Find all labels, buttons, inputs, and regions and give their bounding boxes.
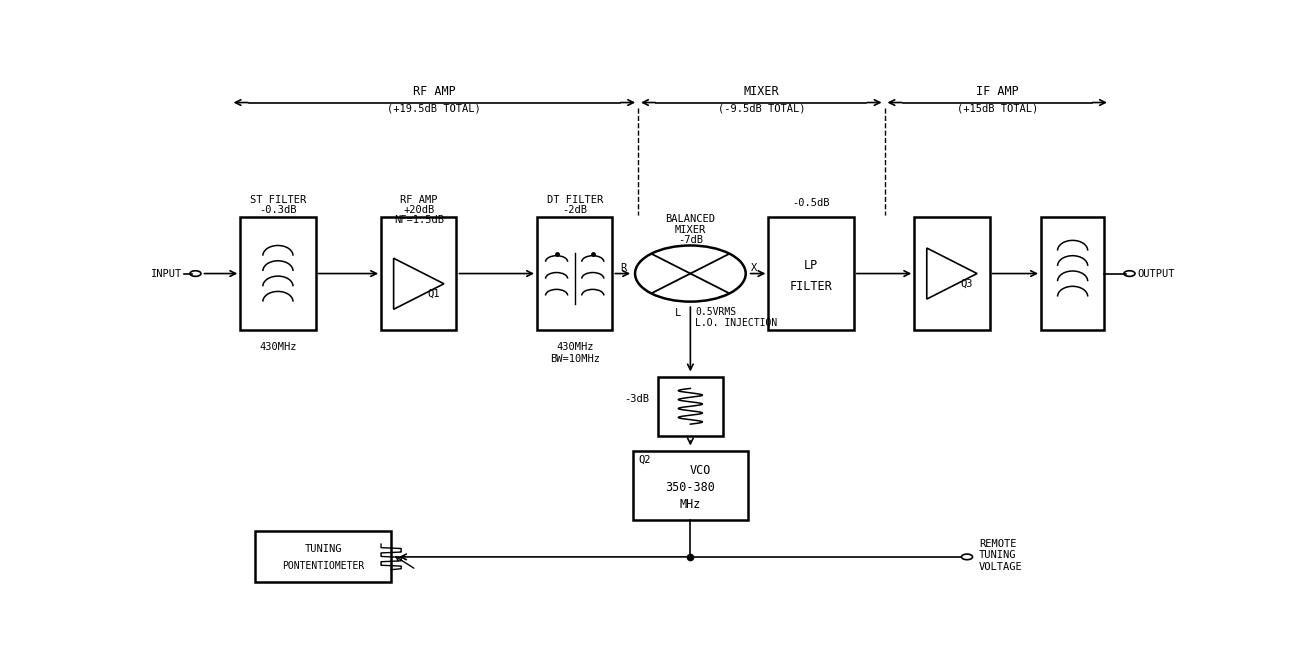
Text: L.O. INJECTION: L.O. INJECTION [696,318,778,328]
Text: DT FILTER: DT FILTER [546,195,602,205]
Text: Q2: Q2 [639,455,652,465]
Text: TUNING: TUNING [305,544,341,554]
Text: (-9.5dB TOTAL): (-9.5dB TOTAL) [718,104,805,114]
Text: PONTENTIOMETER: PONTENTIOMETER [282,561,365,571]
Text: MIXER: MIXER [744,86,779,98]
Text: 430MHz: 430MHz [556,343,593,353]
Text: IF AMP: IF AMP [976,86,1019,98]
Bar [632,451,748,520]
Text: BW=10MHz: BW=10MHz [549,353,600,364]
Bar [1041,217,1105,330]
Bar [240,217,315,330]
Text: BALANCED: BALANCED [666,214,715,224]
Text: -0.3dB: -0.3dB [260,205,297,215]
Text: X: X [750,263,757,273]
Text: NF=1.5dB: NF=1.5dB [393,215,444,225]
Text: -3dB: -3dB [624,394,649,404]
Bar [768,217,854,330]
Text: Q1: Q1 [427,289,440,299]
Text: Q3: Q3 [961,278,974,289]
Text: FILTER: FILTER [789,280,832,293]
Text: OUTPUT: OUTPUT [1137,269,1175,278]
Text: L: L [675,308,681,318]
Text: +20dB: +20dB [404,205,435,215]
Text: RF AMP: RF AMP [413,86,456,98]
Text: 0.5VRMS: 0.5VRMS [696,307,736,317]
Text: REMOTE: REMOTE [979,539,1016,549]
Text: VOLTAGE: VOLTAGE [979,562,1023,572]
Bar [537,217,613,330]
Bar [256,531,391,582]
Text: ST FILTER: ST FILTER [249,195,306,205]
Text: -0.5dB: -0.5dB [792,198,829,208]
Text: (+19.5dB TOTAL): (+19.5dB TOTAL) [388,104,482,114]
Text: -7dB: -7dB [678,235,704,245]
Text: MIXER: MIXER [675,225,706,235]
Text: R: R [620,263,627,273]
Text: RF AMP: RF AMP [400,195,437,205]
Text: 350-380: 350-380 [666,481,715,495]
Text: -2dB: -2dB [562,205,587,215]
Text: TUNING: TUNING [979,550,1016,560]
Text: (+15dB TOTAL): (+15dB TOTAL) [957,104,1038,114]
Bar [914,217,989,330]
Text: 430MHz: 430MHz [260,343,297,353]
Bar [658,377,723,436]
Text: LP: LP [803,259,818,272]
Text: INPUT: INPUT [151,269,182,278]
Text: VCO: VCO [689,463,711,477]
Text: MHz: MHz [680,499,701,511]
Bar [382,217,457,330]
